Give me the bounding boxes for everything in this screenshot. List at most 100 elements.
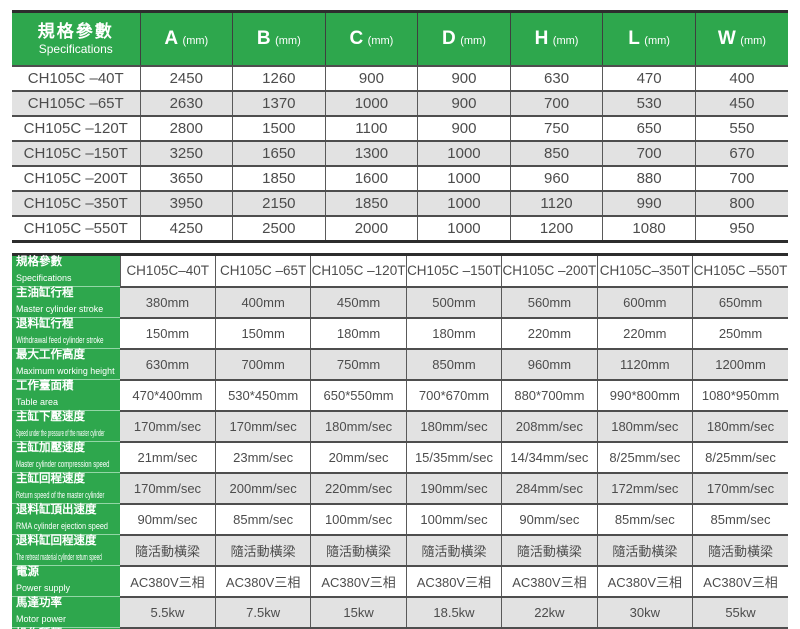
value-cell: 1120 <box>509 190 603 216</box>
spec-value-cell: 650*550mm <box>310 378 407 411</box>
spec-value-cell: 400mm <box>214 285 311 318</box>
spec-value-cell: 1200mm <box>692 347 788 380</box>
spec-value-cell: 220mm/sec <box>310 471 407 504</box>
value-cell: 450 <box>694 90 788 116</box>
spec-model-header: CH105C –65T <box>214 254 311 287</box>
spec-value-cell: 700*670mm <box>405 378 502 411</box>
value-cell: 2150 <box>232 190 326 216</box>
spec-name-en: The retreat material cylinder return spe… <box>16 552 102 562</box>
spec-name-zh: 主缸下壓速度 <box>16 411 85 423</box>
spec-name-en: Table area <box>16 397 59 407</box>
dimension-column-header: L (mm) <box>602 11 696 66</box>
table-row: 馬達功率 Motor power 5.5kw 7.5kw 15kw 18.5kw 22kw 3… <box>12 595 788 628</box>
spec-name-cell: 主缸下壓速度 Speed under the pressure of the ma… <box>12 410 120 442</box>
spec-value-cell: 220mm <box>596 316 693 349</box>
value-cell: 1650 <box>232 140 326 166</box>
spec-value-cell: AC380V三相 <box>692 564 788 597</box>
spec-value-cell: 隨活動橫梁 <box>501 533 598 566</box>
spec-value-cell: 18.5kw <box>405 595 502 628</box>
spec-name-zh: 退料缸行程 <box>16 318 74 330</box>
spec-name-en: Speed under the pressure of the master c… <box>16 428 105 438</box>
table-row: CH105C –150T 3250 1650 1300 1000 850 700 670 <box>12 140 788 166</box>
table-row: CH105C –65T 2630 1370 1000 900 700 530 450 <box>12 90 788 116</box>
spec-value-cell: 90mm/sec <box>120 502 216 535</box>
value-cell: 900 <box>324 65 418 91</box>
value-cell: 1500 <box>232 115 326 141</box>
spec-name-zh: 退料缸頂出速度 <box>16 504 97 516</box>
value-cell: 1000 <box>417 165 511 191</box>
spec-value-cell: AC380V三相 <box>120 564 216 597</box>
spec-name-en: Return speed of the master cylinder <box>16 490 105 500</box>
dimensions-header-row: 規格參數 Specifications A (mm) B (mm) C (mm) D … <box>12 11 788 66</box>
spec-name-cell: 主油缸行程 Master cylinder stroke <box>12 286 120 318</box>
spec-value-cell: 180mm/sec <box>310 409 407 442</box>
value-cell: 530 <box>602 90 696 116</box>
spec-value-cell: 100mm/sec <box>310 502 407 535</box>
spec-value-cell: 180mm <box>405 316 502 349</box>
table-row: 主油缸行程 Master cylinder stroke 380mm 400mm 450… <box>12 285 788 318</box>
column-letter: C <box>349 28 364 49</box>
dimensions-header-title: 規格參數 Specifications <box>12 11 140 66</box>
spec-value-cell: 150mm <box>214 316 311 349</box>
spec-value-cell: 手動/自動 <box>214 626 311 629</box>
value-cell: 700 <box>602 140 696 166</box>
table-row: 最大工作高度 Maximum working height 630mm 700mm 75… <box>12 347 788 380</box>
spec-name-cell: 電源 Power supply <box>12 565 120 597</box>
value-cell: 1300 <box>324 140 418 166</box>
spec-header-title-zh: 規格參數 <box>16 256 62 268</box>
value-cell: 3250 <box>139 140 233 166</box>
spec-value-cell: 470*400mm <box>120 378 216 411</box>
value-cell: 650 <box>602 115 696 141</box>
spec-value-cell: 220mm <box>501 316 598 349</box>
spec-value-cell: 170mm/sec <box>120 409 216 442</box>
dimension-column-header: D (mm) <box>417 11 511 66</box>
value-cell: 990 <box>602 190 696 216</box>
value-cell: 700 <box>509 90 603 116</box>
table-row: CH105C –550T 4250 2500 2000 1000 1200 1080 950 <box>12 215 788 242</box>
spec-name-zh: 馬達功率 <box>16 597 62 609</box>
table-row: 退料缸行程 Withdrawal feed cylinder stroke 150m… <box>12 316 788 349</box>
value-cell: 2800 <box>139 115 233 141</box>
dimension-column-header: B (mm) <box>232 11 326 66</box>
value-cell: 850 <box>509 140 603 166</box>
spec-model-header: CH105C –550T <box>692 254 788 287</box>
dimension-column-header: W (mm) <box>694 11 788 66</box>
spec-value-cell: 150mm <box>120 316 216 349</box>
column-letter: W <box>717 28 736 49</box>
spec-value-cell: AC380V三相 <box>310 564 407 597</box>
spec-value-cell: 30kw <box>596 595 693 628</box>
table-row: 主缸加壓速度 Master cylinder compression speed 2… <box>12 440 788 473</box>
spec-name-cell: 退料缸行程 Withdrawal feed cylinder stroke <box>12 317 120 349</box>
value-cell: 550 <box>694 115 788 141</box>
column-unit: (mm) <box>367 35 394 47</box>
header-title-zh: 規格參數 <box>37 22 114 41</box>
model-cell: CH105C –65T <box>12 90 140 116</box>
table-row: 電源 Power supply AC380V三相 AC380V三相 AC380V三相 AC… <box>12 564 788 597</box>
value-cell: 1200 <box>509 215 603 242</box>
value-cell: 1260 <box>232 65 326 91</box>
spec-value-cell: 380mm <box>120 285 216 318</box>
spec-value-cell: 990*800mm <box>596 378 693 411</box>
value-cell: 3650 <box>139 165 233 191</box>
spec-value-cell: 手動/自動 <box>310 626 407 629</box>
value-cell: 4250 <box>139 215 233 242</box>
spec-value-cell: 1080*950mm <box>692 378 788 411</box>
spec-value-cell: 14/34mm/sec <box>501 440 598 473</box>
value-cell: 630 <box>509 65 603 91</box>
spec-value-cell: 560mm <box>501 285 598 318</box>
spec-value-cell: 7.5kw <box>214 595 311 628</box>
spec-value-cell: 15/35mm/sec <box>405 440 502 473</box>
table-row: 主缸下壓速度 Speed under the pressure of the ma… <box>12 409 788 442</box>
spec-name-en: RMA cylinder ejection speed <box>16 521 108 531</box>
spec-name-cell: 主缸加壓速度 Master cylinder compression speed <box>12 441 120 473</box>
spec-name-cell: 工作臺面積 Table area <box>12 379 120 411</box>
spec-name-en: Maximum working height <box>16 366 115 376</box>
spec-name-zh: 退料缸回程速度 <box>16 535 97 547</box>
spec-value-cell: 200mm/sec <box>214 471 311 504</box>
value-cell: 2450 <box>139 65 233 91</box>
spec-value-cell: 190mm/sec <box>405 471 502 504</box>
spec-name-en: Master cylinder stroke <box>16 304 104 314</box>
value-cell: 700 <box>694 165 788 191</box>
spec-header-row: 規格參數 Specifications CH105C–40T CH105C –65… <box>12 254 788 287</box>
